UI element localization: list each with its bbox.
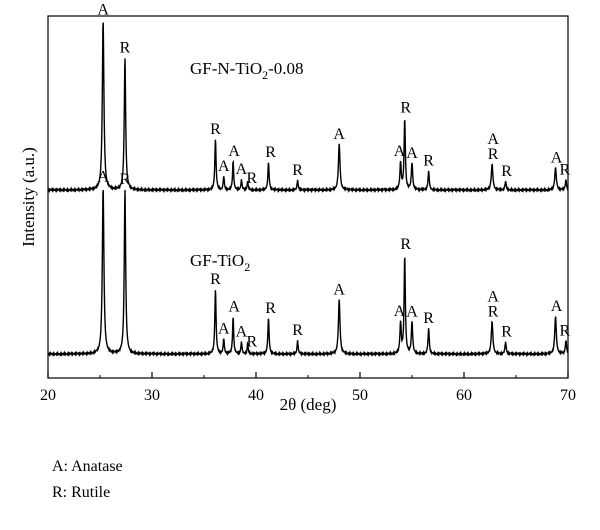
peak-label-r: R xyxy=(265,144,276,161)
peak-label-a: A xyxy=(394,303,406,320)
x-tick-label-70: 70 xyxy=(560,387,576,404)
peak-label-a: A xyxy=(551,298,563,315)
series-line-0 xyxy=(47,22,569,194)
peak-label-r: R xyxy=(210,121,221,138)
peak-label-a: A xyxy=(406,145,418,162)
peak-label-a: A xyxy=(236,161,248,178)
peak-label-r: R xyxy=(488,303,499,320)
peak-label-a: A xyxy=(97,1,109,18)
peak-label-r: R xyxy=(560,162,571,179)
peak-label-a: A xyxy=(228,299,240,316)
peak-label-a: A xyxy=(97,168,109,185)
peak-label-a: A xyxy=(487,288,499,305)
x-tick-label-40: 40 xyxy=(248,387,264,404)
peak-label-r: R xyxy=(501,324,512,341)
peak-label-a: A xyxy=(551,149,563,166)
series-label-0: GF-N-TiO2-0.08 xyxy=(190,59,304,82)
peak-label-r: R xyxy=(120,40,131,57)
peak-label-r: R xyxy=(120,171,131,188)
x-tick-label-30: 30 xyxy=(144,387,160,404)
x-tick-labels: 20 30 40 50 60 70 xyxy=(40,387,576,404)
peak-label-r: R xyxy=(423,310,434,327)
peak-label-a: A xyxy=(218,158,230,175)
y-axis-label: Intensity (a.u.) xyxy=(19,147,38,247)
x-tick-label-20: 20 xyxy=(40,387,56,404)
series-line-1 xyxy=(47,189,569,358)
x-tick-label-50: 50 xyxy=(352,387,368,404)
x-tick-label-60: 60 xyxy=(456,387,472,404)
peak-label-r: R xyxy=(247,333,258,350)
peak-label-a: A xyxy=(487,131,499,148)
x-axis-label: 2θ (deg) xyxy=(280,395,337,414)
peak-label-a: A xyxy=(406,303,418,320)
peak-label-a: A xyxy=(333,282,345,299)
series-lines xyxy=(47,22,569,358)
peak-label-a: A xyxy=(228,143,240,160)
series-label-1: GF-TiO2 xyxy=(190,251,250,274)
peak-label-r: R xyxy=(400,99,411,116)
peak-label-a: A xyxy=(394,143,406,160)
peak-label-r: R xyxy=(560,322,571,339)
peak-label-a: A xyxy=(218,321,230,338)
x-ticks xyxy=(47,372,569,378)
legend-rutile: R: Rutile xyxy=(52,484,111,501)
peak-label-r: R xyxy=(488,146,499,163)
peak-label-r: R xyxy=(501,163,512,180)
plot-frame xyxy=(47,15,569,379)
series-labels: GF-N-TiO2-0.08 GF-TiO2 xyxy=(190,59,304,274)
peak-label-r: R xyxy=(400,236,411,253)
peak-label-a: A xyxy=(236,324,248,341)
legend-anatase: A: Anatase xyxy=(52,458,123,475)
peak-label-a: A xyxy=(333,126,345,143)
peak-label-r: R xyxy=(292,322,303,339)
peak-label-r: R xyxy=(210,271,221,288)
peak-label-r: R xyxy=(247,170,258,187)
peak-label-r: R xyxy=(423,153,434,170)
peak-label-r: R xyxy=(292,162,303,179)
peak-label-r: R xyxy=(265,300,276,317)
